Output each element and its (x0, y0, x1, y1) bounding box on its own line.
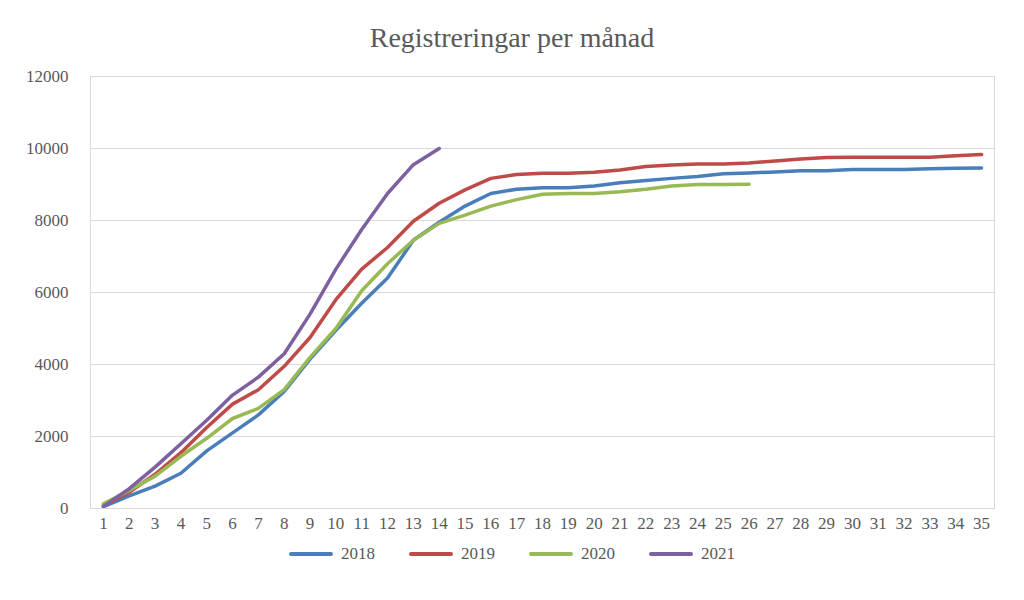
svg-text:4: 4 (177, 514, 186, 533)
svg-text:18: 18 (534, 514, 551, 533)
svg-text:21: 21 (611, 514, 628, 533)
svg-text:24: 24 (689, 514, 707, 533)
svg-text:27: 27 (766, 514, 784, 533)
svg-text:6000: 6000 (35, 283, 69, 302)
svg-text:5: 5 (202, 514, 211, 533)
svg-text:12: 12 (379, 514, 396, 533)
html-text:2020: 2020 (581, 544, 615, 563)
svg-text:8000: 8000 (35, 211, 69, 230)
svg-text:22: 22 (637, 514, 654, 533)
svg-text:1: 1 (99, 514, 108, 533)
svg-text:8: 8 (280, 514, 289, 533)
svg-text:10000: 10000 (26, 139, 69, 158)
svg-text:29: 29 (818, 514, 835, 533)
html-text:2019: 2019 (461, 544, 495, 563)
svg-text:25: 25 (715, 514, 732, 533)
svg-text:13: 13 (405, 514, 422, 533)
svg-text:26: 26 (741, 514, 758, 533)
svg-text:4000: 4000 (35, 355, 69, 374)
svg-text:2000: 2000 (35, 427, 69, 446)
svg-text:35: 35 (973, 514, 990, 533)
svg-text:17: 17 (508, 514, 526, 533)
svg-text:10: 10 (327, 514, 344, 533)
svg-text:0: 0 (60, 499, 69, 518)
svg-text:30: 30 (844, 514, 861, 533)
svg-text:19: 19 (560, 514, 577, 533)
svg-text:28: 28 (792, 514, 809, 533)
html-text:2018: 2018 (341, 544, 375, 563)
svg-text:14: 14 (431, 514, 449, 533)
svg-text:12000: 12000 (26, 67, 69, 86)
svg-text:23: 23 (663, 514, 680, 533)
svg-text:2: 2 (125, 514, 134, 533)
svg-text:6: 6 (228, 514, 237, 533)
svg-text:11: 11 (354, 514, 370, 533)
svg-text:3: 3 (151, 514, 160, 533)
svg-text:34: 34 (947, 514, 965, 533)
svg-text:15: 15 (457, 514, 474, 533)
svg-text:9: 9 (306, 514, 315, 533)
html-text:Registreringar per månad: Registreringar per månad (369, 22, 655, 53)
svg-text:7: 7 (254, 514, 263, 533)
html-text:2021: 2021 (701, 544, 735, 563)
svg-text:31: 31 (870, 514, 887, 533)
svg-text:33: 33 (921, 514, 938, 533)
svg-text:32: 32 (896, 514, 913, 533)
svg-text:16: 16 (482, 514, 499, 533)
svg-text:20: 20 (586, 514, 603, 533)
